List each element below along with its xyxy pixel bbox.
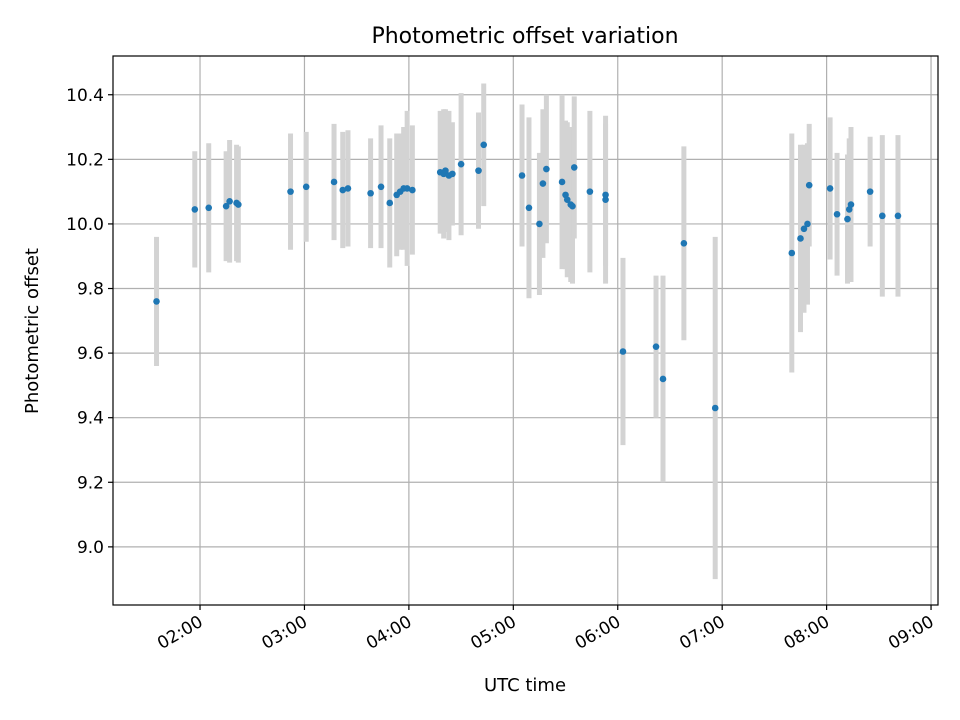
y-tick-label: 9.2	[77, 473, 104, 493]
y-axis-label: Photometric offset	[22, 248, 43, 414]
data-point	[386, 199, 394, 207]
data-point	[652, 343, 660, 350]
data-point	[847, 201, 855, 208]
y-tick-label: 9.0	[77, 538, 104, 558]
data-points	[153, 141, 902, 412]
data-point	[367, 189, 374, 197]
data-point	[403, 185, 411, 192]
x-tick-label: 05:00	[467, 612, 519, 654]
x-tick-label: 02:00	[154, 612, 206, 654]
data-point	[518, 172, 526, 179]
data-point	[191, 206, 199, 213]
data-point	[475, 167, 482, 174]
x-tick-label: 03:00	[259, 612, 311, 654]
y-tick-label: 10.2	[66, 150, 104, 170]
x-tick-label: 08:00	[781, 612, 833, 654]
data-point	[879, 212, 886, 220]
data-point	[563, 196, 571, 204]
data-point	[205, 204, 213, 212]
data-point	[536, 220, 543, 228]
data-point	[711, 404, 719, 412]
data-point	[570, 164, 578, 171]
data-point	[480, 141, 488, 149]
plot-frame	[112, 55, 939, 606]
data-point	[659, 375, 667, 383]
data-point	[339, 186, 347, 194]
data-point	[409, 186, 416, 194]
data-point	[797, 235, 804, 242]
data-point	[302, 183, 310, 191]
y-tick-label: 10.0	[66, 215, 104, 235]
data-point	[558, 178, 566, 186]
data-point	[788, 249, 796, 257]
data-point	[602, 196, 609, 204]
y-tick-label: 10.4	[66, 86, 104, 106]
data-point	[680, 240, 688, 247]
grid	[113, 56, 938, 605]
data-point	[800, 225, 808, 233]
data-point	[539, 180, 547, 187]
chart-title: Photometric offset variation	[371, 24, 678, 49]
y-tick-label: 9.4	[77, 409, 104, 429]
x-tick-label: 07:00	[676, 612, 728, 654]
data-point	[287, 188, 294, 195]
data-point	[804, 220, 811, 228]
data-point	[222, 202, 230, 210]
data-point	[235, 201, 242, 208]
data-point	[525, 204, 533, 212]
data-point	[377, 183, 385, 191]
data-point	[894, 212, 902, 220]
x-tick-label: 06:00	[572, 612, 624, 654]
data-point	[569, 202, 576, 210]
x-axis-label: UTC time	[484, 675, 566, 696]
data-point	[442, 167, 449, 174]
data-point	[586, 188, 594, 195]
data-point	[866, 188, 874, 195]
data-point	[844, 215, 851, 223]
data-point	[602, 191, 609, 199]
data-point	[543, 165, 550, 173]
data-point	[226, 198, 233, 205]
data-point	[619, 348, 627, 355]
data-point	[344, 185, 352, 192]
data-point	[449, 170, 456, 178]
data-point	[153, 298, 160, 305]
error-bars	[154, 83, 901, 580]
y-tick-label: 9.6	[77, 344, 104, 364]
x-tick-label: 09:00	[885, 612, 937, 654]
data-point	[805, 181, 813, 189]
data-point	[833, 210, 841, 218]
x-tick-label: 04:00	[363, 612, 415, 654]
data-point	[457, 160, 465, 168]
y-tick-label: 9.8	[77, 280, 104, 300]
data-point	[826, 185, 834, 192]
data-point	[330, 178, 338, 186]
